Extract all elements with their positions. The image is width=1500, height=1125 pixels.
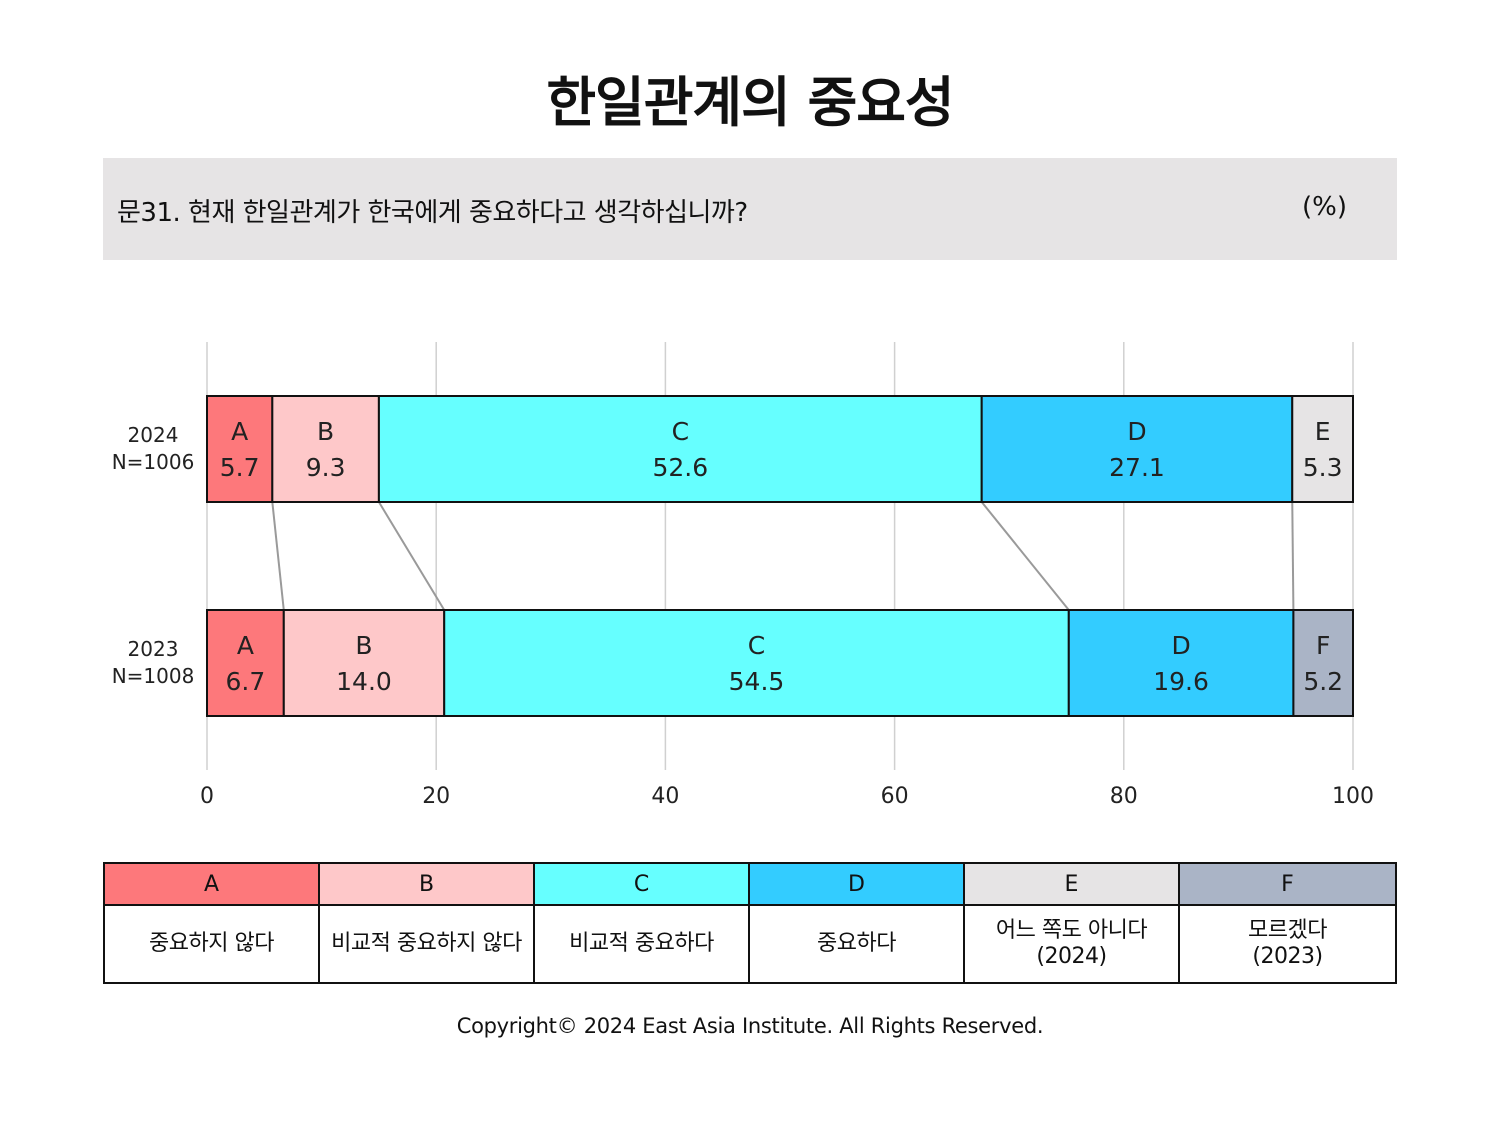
segment-value-label: 54.5 bbox=[729, 667, 785, 696]
unit-label: (%) bbox=[1302, 192, 1347, 222]
row-year-label: 2023 bbox=[128, 637, 179, 661]
connector-line bbox=[271, 501, 285, 611]
segment-key-label: B bbox=[355, 631, 372, 660]
segment-key-label: C bbox=[748, 631, 765, 660]
segment-value-label: 19.6 bbox=[1153, 667, 1209, 696]
bar-segment-F bbox=[1292, 609, 1354, 717]
bar-segment-C bbox=[377, 395, 983, 503]
legend-key-F: F bbox=[1180, 864, 1395, 906]
segment-value-label: 5.3 bbox=[1303, 453, 1343, 482]
legend-key-E: E bbox=[965, 864, 1180, 906]
segment-key-label: A bbox=[231, 417, 248, 446]
legend-desc-B: 비교적 중요하지 않다 bbox=[320, 906, 535, 982]
segment-value-label: 5.2 bbox=[1303, 667, 1343, 696]
row-sample-label: N=1006 bbox=[112, 450, 195, 474]
legend-key-C: C bbox=[535, 864, 750, 906]
chart-title: 한일관계의 중요성 bbox=[546, 71, 954, 134]
segment-value-label: 52.6 bbox=[652, 453, 708, 482]
legend-desc-A: 중요하지 않다 bbox=[105, 906, 320, 982]
segment-key-label: D bbox=[1171, 631, 1190, 660]
segment-key-label: C bbox=[672, 417, 689, 446]
segment-key-label: B bbox=[317, 417, 334, 446]
segment-key-label: D bbox=[1127, 417, 1146, 446]
legend-desc-C: 비교적 중요하다 bbox=[535, 906, 750, 982]
segment-value-label: 6.7 bbox=[226, 667, 266, 696]
connector-line bbox=[1291, 501, 1295, 611]
legend-key-A: A bbox=[105, 864, 320, 906]
connector-line bbox=[980, 501, 1070, 611]
x-tick-label: 20 bbox=[422, 784, 450, 809]
bar-segment-C bbox=[443, 609, 1070, 717]
legend-desc-E: 어느 쪽도 아니다 (2024) bbox=[965, 906, 1180, 982]
x-tick-label: 60 bbox=[881, 784, 909, 809]
legend-key-D: D bbox=[750, 864, 965, 906]
segment-key-label: E bbox=[1315, 417, 1331, 446]
segment-value-label: 9.3 bbox=[306, 453, 346, 482]
connector-line bbox=[378, 501, 446, 611]
copyright-text: Copyright© 2024 East Asia Institute. All… bbox=[456, 1014, 1044, 1038]
x-tick-label: 100 bbox=[1332, 784, 1374, 809]
legend-key-B: B bbox=[320, 864, 535, 906]
row-year-label: 2024 bbox=[128, 423, 179, 447]
bar-segment-D bbox=[1067, 609, 1295, 717]
bar-segment-A bbox=[206, 395, 274, 503]
x-tick-label: 0 bbox=[200, 784, 214, 809]
segment-value-label: 14.0 bbox=[336, 667, 392, 696]
row-sample-label: N=1008 bbox=[112, 664, 195, 688]
legend-desc-D: 중요하다 bbox=[750, 906, 965, 982]
bar-segment-D bbox=[980, 395, 1294, 503]
segment-key-label: F bbox=[1316, 631, 1330, 660]
question-banner: 문31. 현재 한일관계가 한국에게 중요하다고 생각하십니까? (%) bbox=[103, 158, 1397, 260]
question-text: 문31. 현재 한일관계가 한국에게 중요하다고 생각하십니까? bbox=[117, 198, 748, 228]
segment-key-label: A bbox=[237, 631, 254, 660]
segment-value-label: 5.7 bbox=[220, 453, 260, 482]
x-tick-label: 40 bbox=[651, 784, 679, 809]
bar-segment-E bbox=[1291, 395, 1354, 503]
stacked-bar-chart: 0 20 40 60 80 100 A 5.7 B 9.3 C 52.6 D 27.1 E 5.3 2024 N=… bbox=[112, 342, 1374, 809]
bar-segment-A bbox=[206, 609, 285, 717]
x-tick-label: 80 bbox=[1110, 784, 1138, 809]
bar-segment-B bbox=[271, 395, 380, 503]
bar-segment-B bbox=[282, 609, 446, 717]
legend-table: A B C D E F 중요하지 않다 비교적 중요하지 않다 비교적 중요하다 중요하다 어느 쪽… bbox=[103, 862, 1397, 984]
legend-desc-F: 모르겠다 (2023) bbox=[1248, 918, 1327, 969]
segment-value-label: 27.1 bbox=[1109, 453, 1165, 482]
